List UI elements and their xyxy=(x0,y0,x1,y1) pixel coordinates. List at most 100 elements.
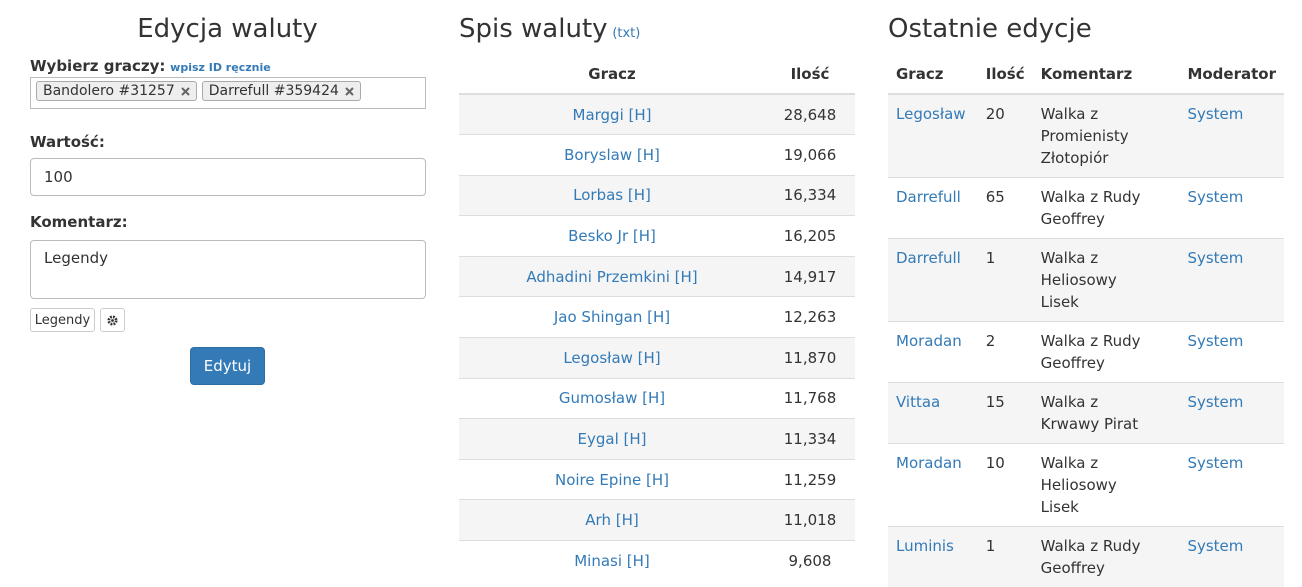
comment-cell: Walka z Rudy Geoffrey xyxy=(1033,527,1180,587)
submit-button[interactable]: Edytuj xyxy=(190,347,265,385)
amount-cell: 28,648 xyxy=(765,94,855,135)
player-link[interactable]: Luminis xyxy=(896,537,954,555)
player-link[interactable]: Legosław xyxy=(896,105,966,123)
player-cell: Moradan xyxy=(888,322,978,383)
player-link[interactable]: Noire Epine [H] xyxy=(555,471,669,489)
player-link[interactable]: Darrefull xyxy=(896,188,961,206)
player-cell: Besko Jr [H] xyxy=(459,216,765,257)
player-cell: Jao Shingan [H] xyxy=(459,297,765,338)
player-link[interactable]: Boryslaw [H] xyxy=(564,146,660,164)
table-row: Besko Jr [H] 16,205 xyxy=(459,216,855,257)
player-link[interactable]: Minasi [H] xyxy=(574,552,650,570)
preset-button[interactable]: Legendy xyxy=(30,308,95,332)
gear-icon xyxy=(107,315,118,326)
player-link[interactable]: Adhadini Przemkini [H] xyxy=(526,268,697,286)
player-link[interactable]: Marggi [H] xyxy=(573,106,652,124)
moderator-cell: System xyxy=(1179,94,1284,178)
moderator-cell: System xyxy=(1179,239,1284,322)
amount-cell: 11,870 xyxy=(765,338,855,379)
tag-text: Darrefull #359424 xyxy=(209,83,339,99)
value-label: Wartość: xyxy=(30,133,105,151)
moderator-cell: System xyxy=(1179,178,1284,239)
player-link[interactable]: Eygal [H] xyxy=(578,430,647,448)
amount-cell: 11,259 xyxy=(765,459,855,500)
amount-cell: 10 xyxy=(978,444,1033,527)
moderator-link[interactable]: System xyxy=(1187,188,1243,206)
player-cell: Moradan xyxy=(888,444,978,527)
table-row: Boryslaw [H] 19,066 xyxy=(459,135,855,176)
remove-icon[interactable] xyxy=(345,87,354,96)
txt-link[interactable]: (txt) xyxy=(612,26,640,41)
remove-icon[interactable] xyxy=(181,87,190,96)
amount-cell: 1 xyxy=(978,239,1033,322)
player-link[interactable]: Lorbas [H] xyxy=(573,186,651,204)
player-cell: Eygal [H] xyxy=(459,419,765,460)
column-header: Komentarz xyxy=(1033,54,1180,94)
comment-cell: Walka z Promienisty Złotopiór xyxy=(1033,94,1180,178)
amount-cell: 20 xyxy=(978,94,1033,178)
player-cell: Arh [H] xyxy=(459,500,765,541)
comment-cell: Walka z Krwawy Pirat xyxy=(1033,383,1180,444)
table-row: Jao Shingan [H] 12,263 xyxy=(459,297,855,338)
column-header: Gracz xyxy=(459,54,765,94)
amount-cell: 11,768 xyxy=(765,378,855,419)
comment-cell: Walka z Heliosowy Lisek xyxy=(1033,444,1180,527)
player-link[interactable]: Jao Shingan [H] xyxy=(554,308,670,326)
manual-link[interactable]: wpisz ID ręcznie xyxy=(170,61,271,74)
amount-cell: 14,917 xyxy=(765,256,855,297)
table-row: Gumosław [H] 11,768 xyxy=(459,378,855,419)
comment-cell: Walka z Rudy Geoffrey xyxy=(1033,322,1180,383)
player-tag: Bandolero #31257 xyxy=(36,81,197,101)
player-cell: Darrefull xyxy=(888,178,978,239)
tag-text: Bandolero #31257 xyxy=(43,83,175,99)
page: Edycja waluty Wybierz graczy: wpisz ID r… xyxy=(0,0,1302,573)
comment-cell: Walka z Rudy Geoffrey xyxy=(1033,178,1180,239)
table-row: Arh [H] 11,018 xyxy=(459,500,855,541)
moderator-link[interactable]: System xyxy=(1187,537,1243,555)
player-cell: Minasi [H] xyxy=(459,541,765,582)
player-link[interactable]: Moradan xyxy=(896,454,962,472)
amount-cell: 11,018 xyxy=(765,500,855,541)
player-link[interactable]: Besko Jr [H] xyxy=(568,227,656,245)
player-link[interactable]: Arh [H] xyxy=(585,511,638,529)
amount-cell: 65 xyxy=(978,178,1033,239)
player-link[interactable]: Darrefull xyxy=(896,249,961,267)
settings-button[interactable] xyxy=(100,308,125,332)
player-link[interactable]: Legosław [H] xyxy=(563,349,660,367)
player-cell: Legosław xyxy=(888,94,978,178)
column-header: Ilość xyxy=(978,54,1033,94)
player-tag: Darrefull #359424 xyxy=(202,81,361,101)
column-header: Gracz xyxy=(888,54,978,94)
table-row: Minasi [H] 9,608 xyxy=(459,541,855,582)
player-select[interactable]: Bandolero #31257 Darrefull #359424 xyxy=(30,77,426,109)
value-input[interactable]: 100 xyxy=(30,158,426,196)
moderator-link[interactable]: System xyxy=(1187,249,1243,267)
moderator-link[interactable]: System xyxy=(1187,105,1243,123)
player-cell: Luminis xyxy=(888,527,978,587)
player-link[interactable]: Moradan xyxy=(896,332,962,350)
moderator-link[interactable]: System xyxy=(1187,393,1243,411)
recent-title: Ostatnie edycje xyxy=(888,14,1092,44)
edit-title: Edycja waluty xyxy=(30,14,425,44)
moderator-link[interactable]: System xyxy=(1187,454,1243,472)
moderator-link[interactable]: System xyxy=(1187,332,1243,350)
player-link[interactable]: Vittaa xyxy=(896,393,940,411)
amount-cell: 19,066 xyxy=(765,135,855,176)
amount-cell: 16,205 xyxy=(765,216,855,257)
player-cell: Darrefull xyxy=(888,239,978,322)
list-title: Spis waluty xyxy=(459,14,608,44)
amount-cell: 2 xyxy=(978,322,1033,383)
player-cell: Boryslaw [H] xyxy=(459,135,765,176)
table-row: Legosław [H] 11,870 xyxy=(459,338,855,379)
player-link[interactable]: Gumosław [H] xyxy=(559,389,665,407)
amount-cell: 12,263 xyxy=(765,297,855,338)
comment-textarea[interactable]: Legendy xyxy=(30,240,426,299)
amount-cell: 9,608 xyxy=(765,541,855,582)
